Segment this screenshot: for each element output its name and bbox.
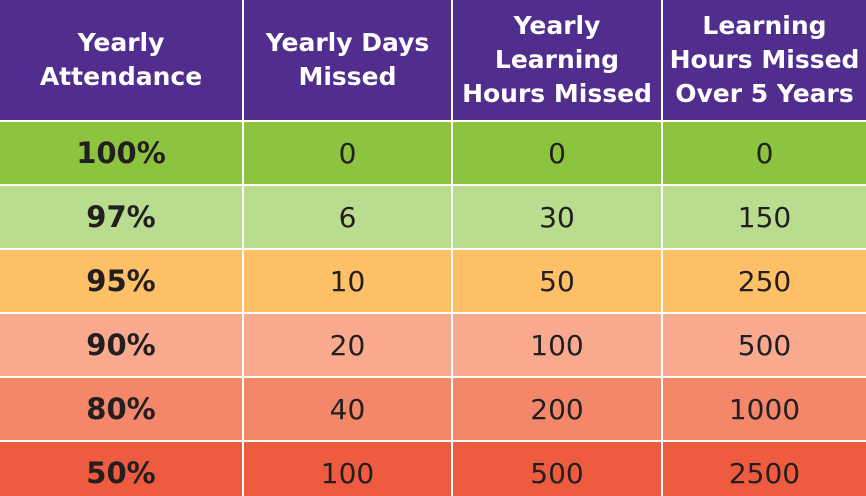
value-cell: 100	[451, 312, 663, 378]
header-text: Hours Missed	[669, 45, 860, 74]
header-text: Yearly	[513, 11, 601, 40]
header-cell: Yearly Attendance	[0, 0, 244, 122]
value-cell: 20	[242, 312, 453, 378]
header-text: Yearly Days	[265, 28, 430, 57]
header-text: Over 5 Years	[675, 79, 854, 108]
value-cell: 0	[661, 120, 866, 186]
attendance-cell: 97%	[0, 184, 244, 250]
value-cell: 40	[242, 376, 453, 442]
table-row: 100% 0 0 0	[0, 120, 866, 186]
table-row: 90% 20 100 500	[0, 312, 866, 378]
value-cell: 50	[451, 248, 663, 314]
value-cell: 200	[451, 376, 663, 442]
header-text: Hours Missed	[462, 79, 652, 108]
attendance-cell: 90%	[0, 312, 244, 378]
header-text: Attendance	[39, 62, 203, 91]
value-cell: 1000	[661, 376, 866, 442]
value-cell: 0	[451, 120, 663, 186]
table-row: 80% 40 200 1000	[0, 376, 866, 442]
table-row: 50% 100 500 2500	[0, 440, 866, 496]
header-cell: Yearly Days Missed	[242, 0, 453, 122]
header-text: Learning	[494, 45, 620, 74]
value-cell: 30	[451, 184, 663, 250]
header-cell: Yearly Learning Hours Missed	[451, 0, 663, 122]
header-row: Yearly Attendance Yearly Days Missed Yearly L…	[0, 0, 866, 122]
table-row: 95% 10 50 250	[0, 248, 866, 314]
value-cell: 500	[451, 440, 663, 496]
value-cell: 0	[242, 120, 453, 186]
attendance-cell: 95%	[0, 248, 244, 314]
attendance-cell: 80%	[0, 376, 244, 442]
value-cell: 500	[661, 312, 866, 378]
attendance-cell: 50%	[0, 440, 244, 496]
header-cell: Learning Hours Missed Over 5 Years	[661, 0, 866, 122]
table-row: 97% 6 30 150	[0, 184, 866, 250]
value-cell: 250	[661, 248, 866, 314]
value-cell: 150	[661, 184, 866, 250]
value-cell: 100	[242, 440, 453, 496]
value-cell: 2500	[661, 440, 866, 496]
value-cell: 6	[242, 184, 453, 250]
header-text: Learning	[702, 11, 827, 40]
value-cell: 10	[242, 248, 453, 314]
header-text: Missed	[298, 62, 397, 91]
header-text: Yearly	[77, 28, 165, 57]
attendance-cell: 100%	[0, 120, 244, 186]
